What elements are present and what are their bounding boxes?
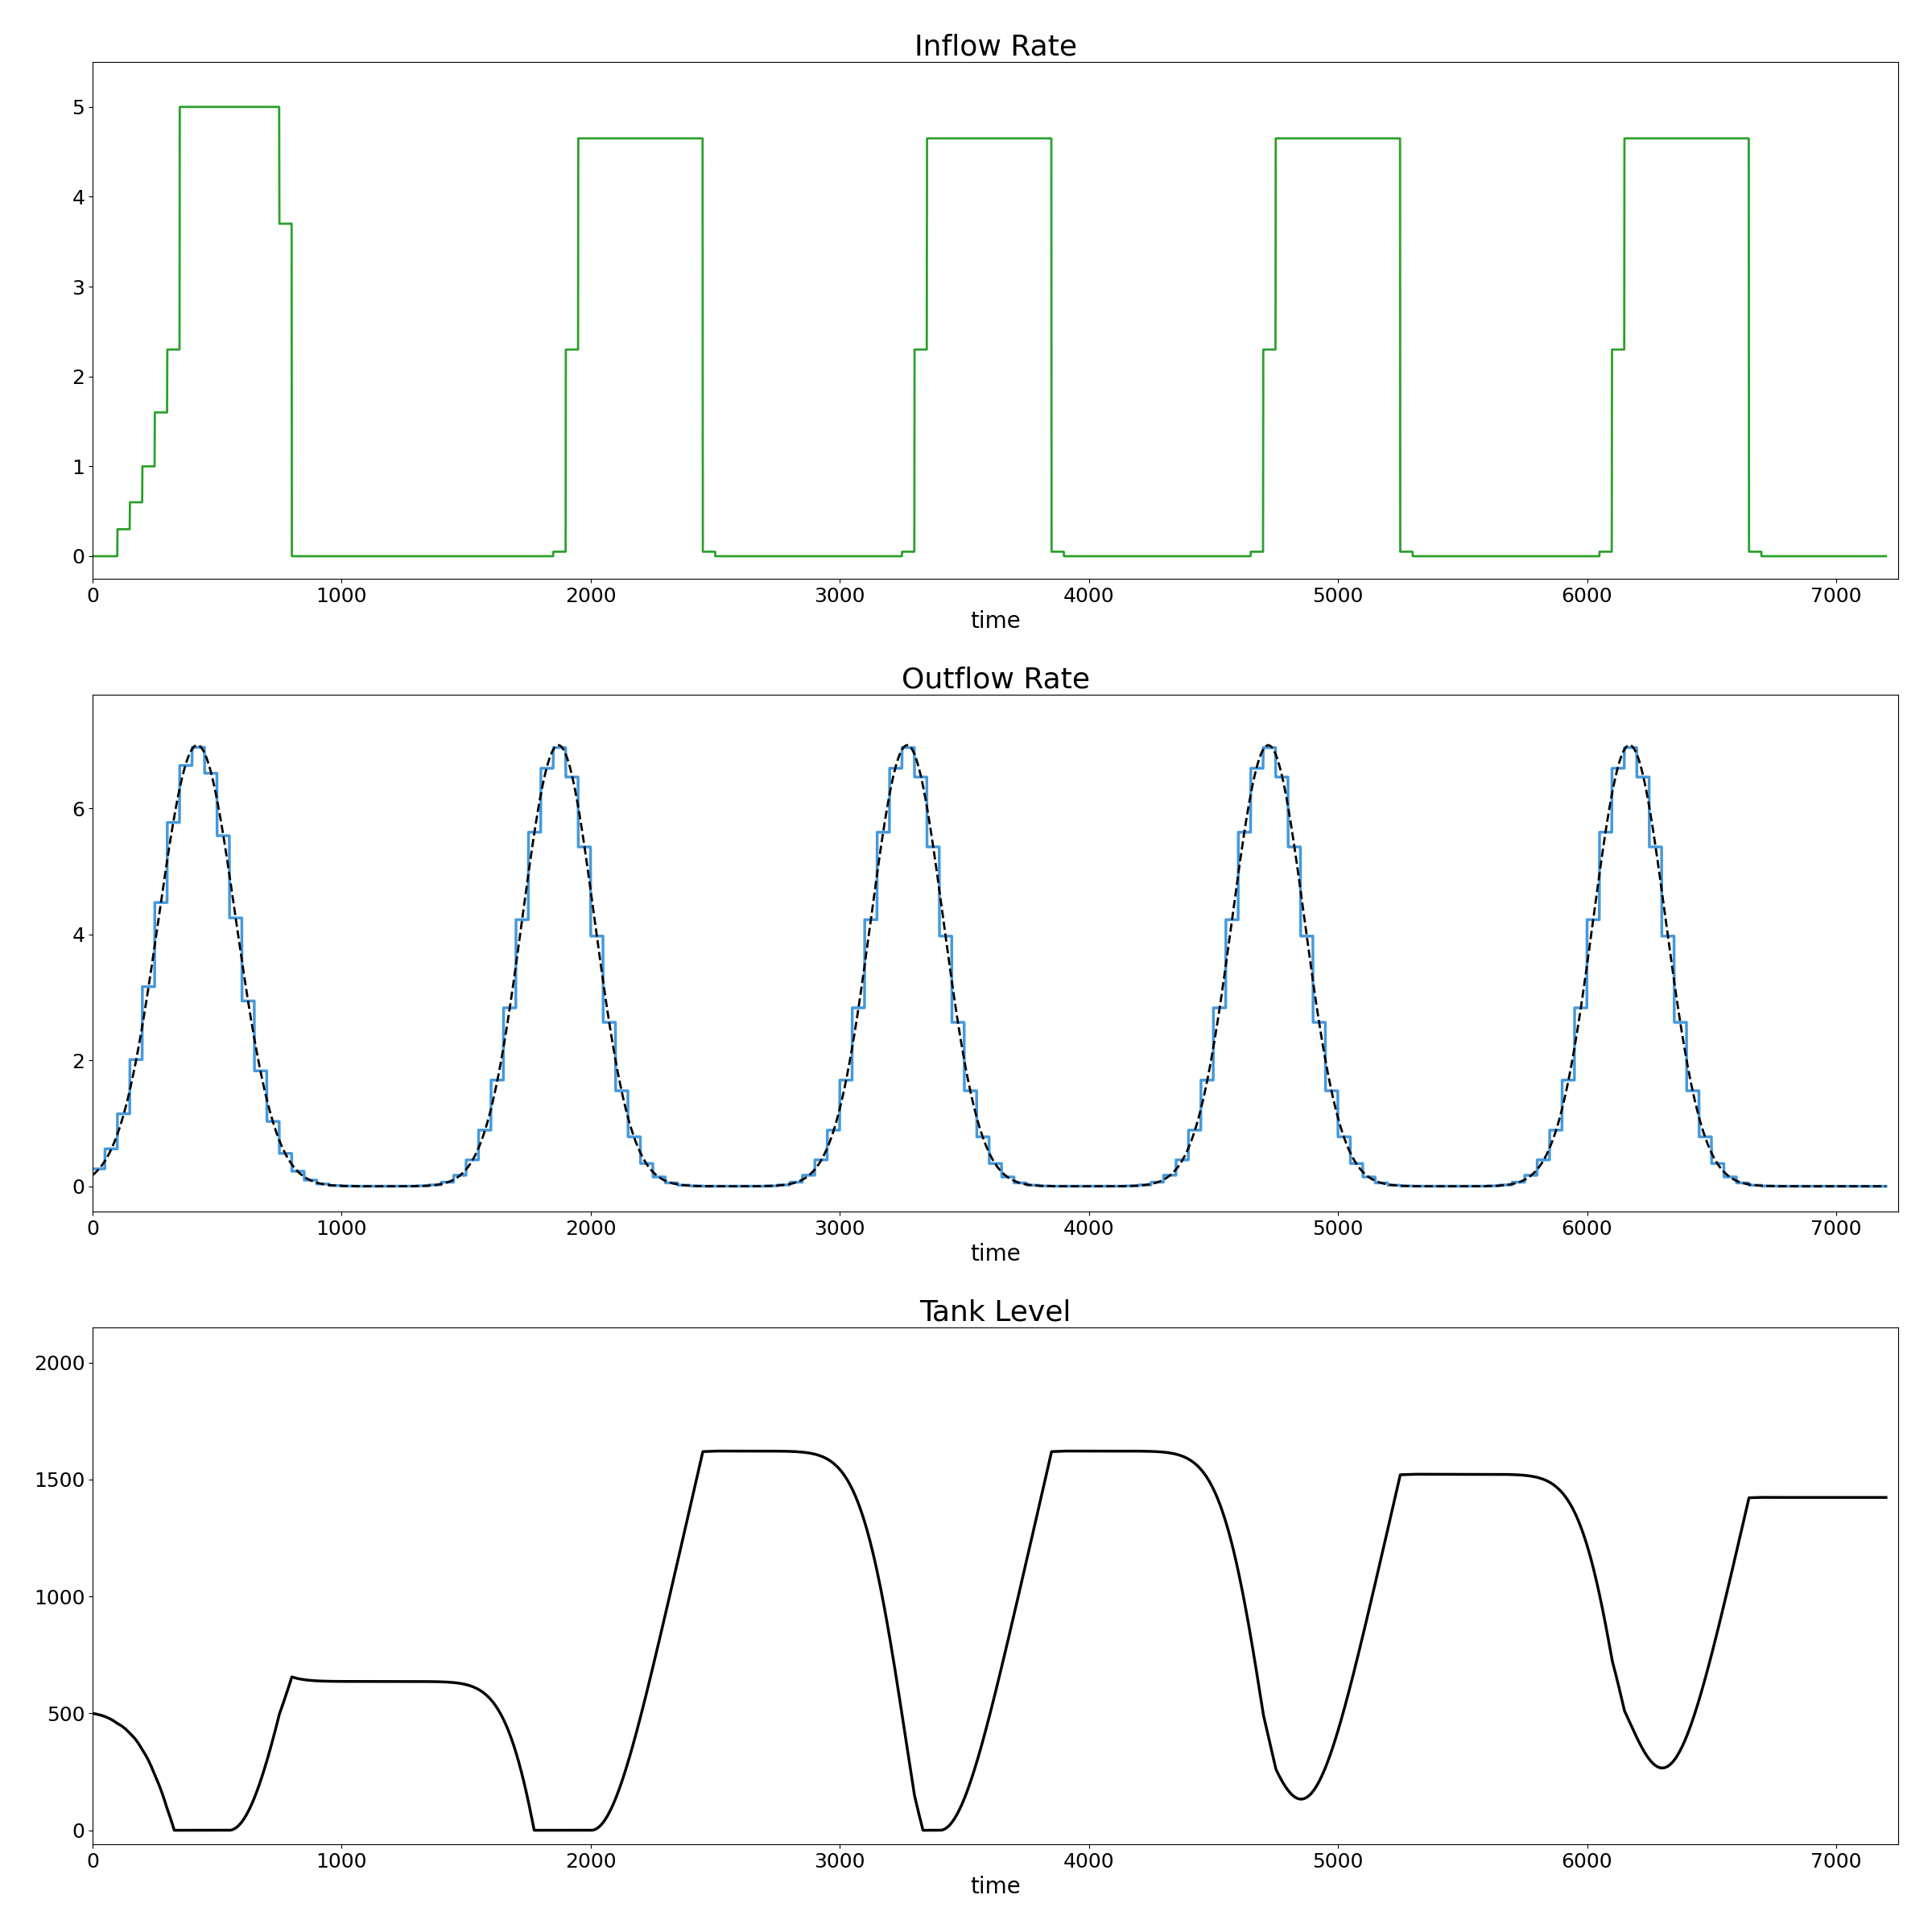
Title: Inflow Rate: Inflow Rate — [914, 33, 1076, 62]
X-axis label: time: time — [970, 1242, 1020, 1265]
X-axis label: time: time — [970, 611, 1020, 634]
Title: Outflow Rate: Outflow Rate — [902, 667, 1090, 694]
Title: Tank Level: Tank Level — [920, 1298, 1072, 1327]
X-axis label: time: time — [970, 1876, 1020, 1899]
